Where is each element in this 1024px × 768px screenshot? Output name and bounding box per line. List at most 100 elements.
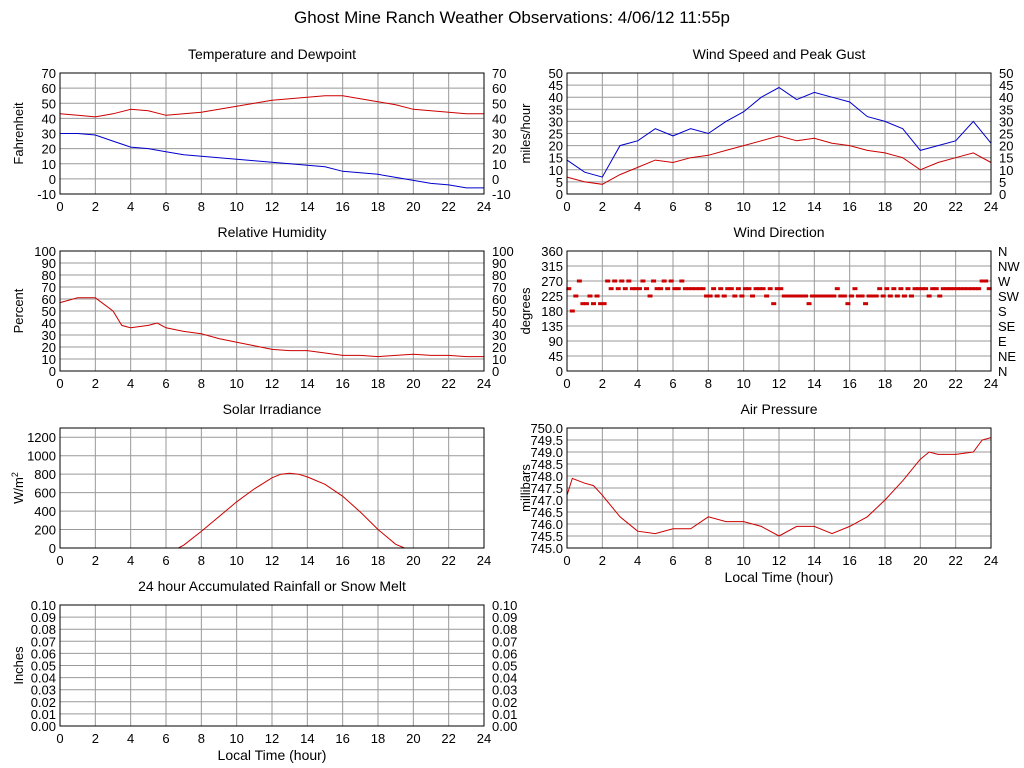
temp-ytick-label: 40 bbox=[42, 111, 56, 126]
solar-xtick-label: 18 bbox=[371, 553, 385, 568]
rh-frame bbox=[59, 250, 485, 372]
wind-xtick-label: 0 bbox=[563, 199, 570, 214]
wdir-right-tick-label: SW bbox=[998, 289, 1020, 304]
rh-ytick-label: 70 bbox=[42, 280, 56, 295]
pressure-ytick-label: 746.5 bbox=[530, 505, 563, 520]
wdir-ytick-label: 135 bbox=[541, 319, 563, 334]
rh-xtick-label: 16 bbox=[335, 376, 349, 391]
temp-ytick-label: 10 bbox=[42, 157, 56, 172]
wdir-point bbox=[626, 279, 632, 283]
wdir-ylabel: degrees bbox=[518, 287, 533, 334]
wdir-point bbox=[866, 294, 872, 298]
rh-right-tick-label: 60 bbox=[492, 292, 506, 307]
rain-right-tick-label: 0.00 bbox=[492, 719, 517, 734]
wdir-point bbox=[891, 287, 897, 291]
wdir-point bbox=[742, 287, 748, 291]
wind-xtick-label: 6 bbox=[669, 199, 676, 214]
rh-right-tick-label: 100 bbox=[492, 244, 514, 259]
rh-right-tick-label: 20 bbox=[492, 340, 506, 355]
wdir-point bbox=[714, 294, 720, 298]
wind-right-tick-label: 40 bbox=[999, 90, 1013, 105]
wind-ytick-label: 25 bbox=[549, 127, 563, 142]
wdir-point bbox=[774, 287, 780, 291]
wdir-point bbox=[965, 287, 971, 291]
rain-ytick-label: 0.09 bbox=[31, 610, 56, 625]
wind-xtick-label: 20 bbox=[913, 199, 927, 214]
wdir-point bbox=[884, 287, 890, 291]
solar-xtick-label: 20 bbox=[406, 553, 420, 568]
wdir-ytick-label: 90 bbox=[549, 334, 563, 349]
wdir-right-tick-label: NW bbox=[998, 259, 1020, 274]
wdir-point bbox=[877, 287, 883, 291]
rain-ytick-label: 0.07 bbox=[31, 634, 56, 649]
temp-series-line bbox=[59, 95, 484, 118]
wdir-point bbox=[788, 294, 794, 298]
wdir-point bbox=[693, 287, 699, 291]
wind-frame bbox=[566, 72, 992, 195]
pressure-xtick-label: 22 bbox=[948, 553, 962, 568]
pressure-xtick-label: 14 bbox=[807, 553, 821, 568]
pressure-ytick-label: 748.0 bbox=[530, 469, 563, 484]
rh-ylabel: Percent bbox=[11, 288, 26, 333]
wdir-xtick-label: 10 bbox=[736, 376, 750, 391]
rain-ytick-label: 0.10 bbox=[31, 598, 56, 613]
wind-xtick-label: 16 bbox=[842, 199, 856, 214]
temp-right-tick-label: -10 bbox=[492, 187, 511, 202]
wdir-point bbox=[629, 287, 635, 291]
wdir-point bbox=[838, 294, 844, 298]
rain-ytick-label: 0.08 bbox=[31, 622, 56, 637]
temp-right-tick-label: 30 bbox=[492, 127, 506, 142]
solar-xtick-label: 12 bbox=[265, 553, 279, 568]
wdir-point bbox=[845, 302, 851, 306]
wdir-point bbox=[958, 287, 964, 291]
pressure-ytick-label: 746.0 bbox=[530, 517, 563, 532]
wdir-xtick-label: 14 bbox=[807, 376, 821, 391]
rh-ytick-label: 20 bbox=[42, 340, 56, 355]
pressure-ytick-label: 748.5 bbox=[530, 457, 563, 472]
wdir-ytick-label: 0 bbox=[556, 364, 563, 379]
wdir-point bbox=[912, 287, 918, 291]
wdir-point bbox=[880, 294, 886, 298]
wdir-xtick-label: 20 bbox=[913, 376, 927, 391]
rain-xtick-label: 20 bbox=[406, 731, 420, 746]
wdir-point bbox=[972, 287, 978, 291]
temp-xtick-label: 6 bbox=[162, 199, 169, 214]
wind-xtick-label: 12 bbox=[772, 199, 786, 214]
temp-ytick-label: 50 bbox=[42, 96, 56, 111]
temp-ytick-label: 30 bbox=[42, 127, 56, 142]
wdir-point bbox=[841, 294, 847, 298]
wdir-point bbox=[679, 279, 685, 283]
wdir-point bbox=[619, 279, 625, 283]
wind-right-tick-label: 5 bbox=[999, 175, 1006, 190]
solar-ylabel-sup: 2 bbox=[10, 472, 20, 477]
wdir-point bbox=[806, 302, 812, 306]
temp-xtick-label: 18 bbox=[371, 199, 385, 214]
temp-right-tick-label: 60 bbox=[492, 81, 506, 96]
rain-xtick-label: 2 bbox=[92, 731, 99, 746]
wind-xtick-label: 4 bbox=[634, 199, 641, 214]
wdir-point bbox=[697, 287, 702, 291]
rh-xtick-label: 0 bbox=[56, 376, 63, 391]
wdir-point bbox=[601, 302, 607, 306]
solar-ytick-label: 1000 bbox=[27, 449, 56, 464]
wind-xtick-label: 14 bbox=[807, 199, 821, 214]
wdir-point bbox=[785, 294, 791, 298]
wdir-point bbox=[591, 302, 596, 306]
temp-xtick-label: 0 bbox=[56, 199, 63, 214]
pressure-ytick-label: 749.0 bbox=[530, 445, 563, 460]
wdir-point bbox=[583, 302, 589, 306]
rh-right-tick-label: 90 bbox=[492, 256, 506, 271]
temp-ytick-label: 60 bbox=[42, 81, 56, 96]
page-title: Ghost Mine Ranch Weather Observations: 4… bbox=[294, 8, 730, 27]
temp-xtick-label: 22 bbox=[441, 199, 455, 214]
wdir-ytick-label: 45 bbox=[549, 349, 563, 364]
wdir-point bbox=[792, 294, 798, 298]
wdir-point bbox=[644, 287, 649, 291]
temp-ylabel: Fahrenheit bbox=[11, 102, 26, 165]
solar-xtick-label: 14 bbox=[300, 553, 314, 568]
wdir-point bbox=[728, 287, 734, 291]
wdir-point bbox=[658, 287, 664, 291]
pressure-ytick-label: 747.5 bbox=[530, 481, 563, 496]
temp-title: Temperature and Dewpoint bbox=[188, 46, 356, 62]
